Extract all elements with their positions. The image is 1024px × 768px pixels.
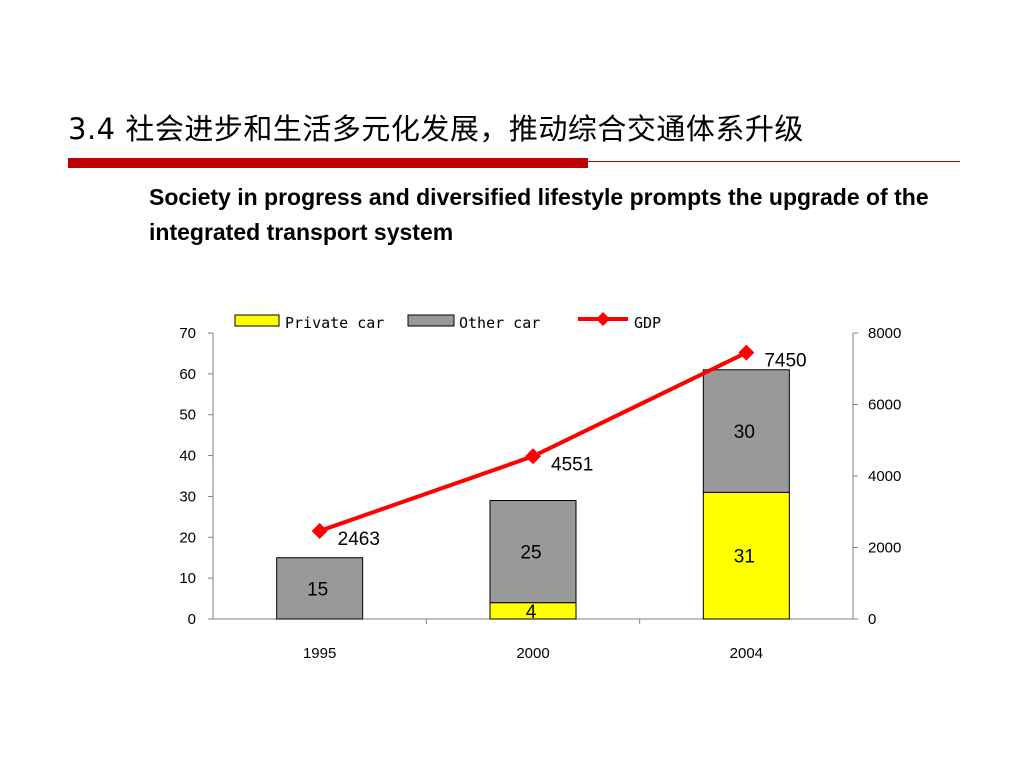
- legend-gdp-marker: [596, 312, 610, 326]
- y2-tick-label: 6000: [868, 397, 901, 414]
- gdp-data-label: 4551: [551, 454, 593, 475]
- bar-other-car: [489, 500, 577, 604]
- legend-private-car-label: Private car: [285, 314, 384, 332]
- x-tick-label: 1995: [303, 645, 336, 662]
- bar-data-label: 4: [526, 602, 537, 623]
- slide-subtitle: Society in progress and diversified life…: [149, 184, 929, 245]
- bar-private-car: [702, 491, 790, 620]
- bar-other-car: [702, 369, 790, 493]
- gdp-data-label: 7450: [764, 351, 806, 372]
- y2-tick-label: 2000: [868, 540, 901, 557]
- y-tick-label: 50: [179, 407, 196, 424]
- bar-data-label: 31: [734, 547, 755, 568]
- gdp-data-label: 2463: [338, 529, 380, 550]
- x-tick-label: 2000: [516, 645, 549, 662]
- bar-other-car: [276, 557, 364, 620]
- y2-tick-label: 4000: [868, 468, 901, 485]
- gdp-marker: [738, 344, 755, 361]
- gdp-marker: [525, 448, 541, 465]
- y2-tick-label: 8000: [868, 325, 901, 342]
- y-tick-label: 10: [179, 570, 196, 587]
- legend-other-car-swatch: [407, 314, 455, 327]
- y-tick-label: 20: [179, 529, 196, 546]
- title-underline-bar: [68, 158, 588, 168]
- bar-data-label: 30: [734, 422, 755, 443]
- gdp-marker: [311, 522, 328, 539]
- y-tick-label: 40: [179, 448, 196, 465]
- bar-data-label: 25: [520, 543, 541, 564]
- legend-other-car-label: Other car: [459, 314, 540, 332]
- title-underline-rule: [588, 161, 960, 162]
- y-tick-label: 30: [179, 488, 196, 505]
- y-tick-label: 70: [179, 325, 196, 342]
- legend-gdp-label: GDP: [634, 314, 661, 332]
- y2-tick-label: 0: [868, 611, 876, 628]
- legend-private-car-swatch: [234, 314, 280, 327]
- bar-data-label: 15: [307, 579, 328, 600]
- y-tick-label: 0: [188, 611, 196, 628]
- x-tick-label: 2004: [730, 645, 763, 662]
- slide-title: 3.4 社会进步和生活多元化发展，推动综合交通体系升级: [68, 112, 804, 146]
- y-tick-label: 60: [179, 366, 196, 383]
